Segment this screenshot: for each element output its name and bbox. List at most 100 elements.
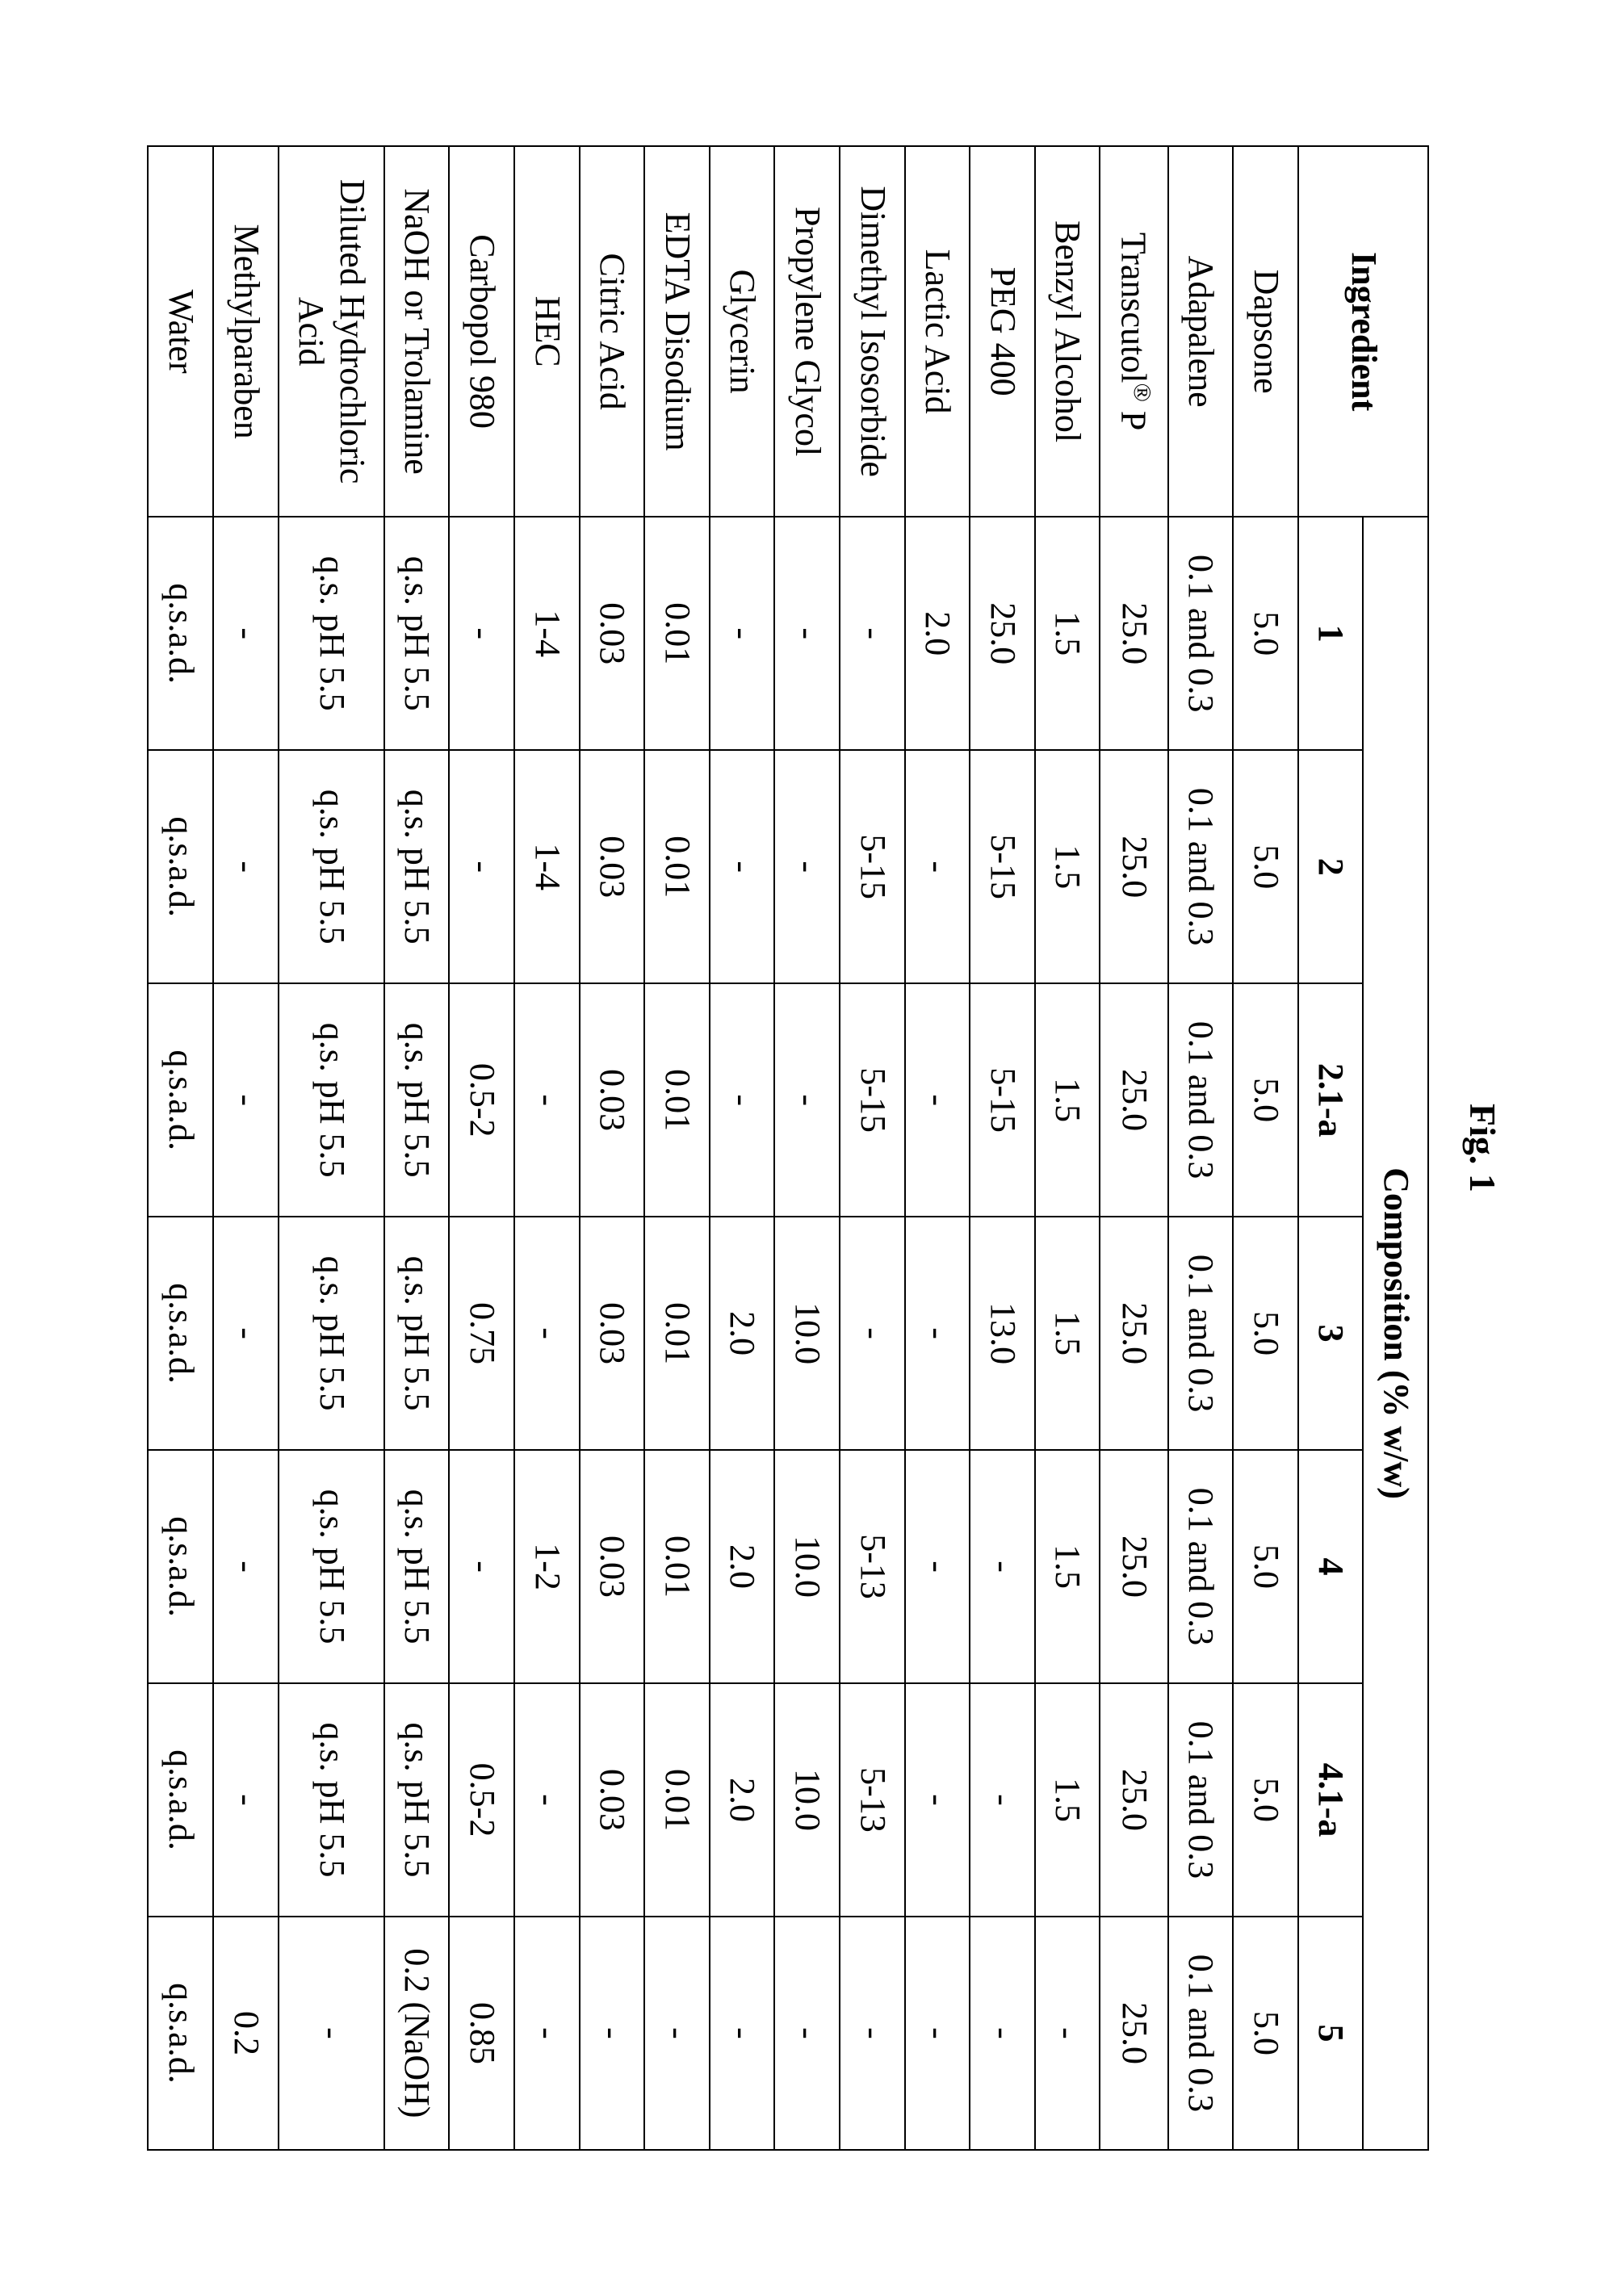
table-cell: -	[449, 1450, 514, 1683]
table-cell: -	[514, 1917, 580, 2150]
ingredient-name: NaOH or Trolamine	[384, 146, 450, 517]
table-cell: q.s.a.d.	[148, 1217, 213, 1450]
table-cell: -	[905, 983, 970, 1217]
table-cell: 5.0	[1233, 517, 1298, 750]
table-cell: -	[710, 517, 775, 750]
table-cell: -	[580, 1917, 645, 2150]
table-cell: q.s.a.d.	[148, 1450, 213, 1683]
ingredient-name: Dapsone	[1233, 146, 1298, 517]
ingredient-name: Citric Acid	[580, 146, 645, 517]
table-cell: -	[774, 750, 840, 983]
composition-table-body: Dapsone5.05.05.05.05.05.05.0Adapalene0.1…	[148, 146, 1297, 2150]
table-cell: -	[213, 1450, 279, 1683]
ingredient-name: Carbopol 980	[449, 146, 514, 517]
table-row: Methylparaben------0.2	[213, 146, 279, 2150]
table-cell: q.s. pH 5.5	[279, 517, 384, 750]
table-row: Dimethyl Isosorbide-5-155-15-5-135-13-	[840, 146, 905, 2150]
table-cell: 0.01	[644, 983, 710, 1217]
table-cell: -	[970, 1917, 1035, 2150]
table-cell: -	[449, 517, 514, 750]
table-row: NaOH or Trolamineq.s. pH 5.5q.s. pH 5.5q…	[384, 146, 450, 2150]
table-cell: 25.0	[1100, 983, 1167, 1217]
table-cell: -	[774, 517, 840, 750]
col-4-1a: 4.1-a	[1298, 1683, 1364, 1917]
ingredient-name: Adapalene	[1168, 146, 1234, 517]
table-cell: q.s. pH 5.5	[384, 983, 450, 1217]
table-cell: -	[905, 1683, 970, 1917]
table-cell: 2.0	[710, 1683, 775, 1917]
table-row: Glycerin---2.02.02.0-	[710, 146, 775, 2150]
table-cell: 0.1 and 0.3	[1168, 1217, 1234, 1450]
ingredient-name: Glycerin	[710, 146, 775, 517]
table-cell: -	[970, 1683, 1035, 1917]
table-cell: 10.0	[774, 1683, 840, 1917]
table-cell: -	[213, 517, 279, 750]
table-cell: -	[449, 750, 514, 983]
table-cell: 0.1 and 0.3	[1168, 750, 1234, 983]
ingredient-name: EDTA Disodium	[644, 146, 710, 517]
table-cell: 0.75	[449, 1217, 514, 1450]
table-row: Citric Acid0.030.030.030.030.030.03-	[580, 146, 645, 2150]
table-cell: q.s.a.d.	[148, 1683, 213, 1917]
table-cell: q.s. pH 5.5	[279, 1450, 384, 1683]
ingredient-name: Water	[148, 146, 213, 517]
col-4: 4	[1298, 1450, 1364, 1683]
table-cell: q.s. pH 5.5	[279, 1217, 384, 1450]
figure-label: Fig. 1	[1461, 145, 1504, 2151]
table-cell: 0.1 and 0.3	[1168, 517, 1234, 750]
table-cell: 5-15	[840, 983, 905, 1217]
ingredient-name: Diluted HydrochloricAcid	[279, 146, 384, 517]
table-cell: q.s. pH 5.5	[279, 983, 384, 1217]
header-ingredient: Ingredient	[1298, 146, 1428, 517]
table-cell: 5.0	[1233, 1683, 1298, 1917]
table-row: Lactic Acid2.0------	[905, 146, 970, 2150]
table-cell: 1-2	[514, 1450, 580, 1683]
table-cell: 0.1 and 0.3	[1168, 1450, 1234, 1683]
table-cell: 0.85	[449, 1917, 514, 2150]
table-cell: -	[213, 1217, 279, 1450]
table-row: Transcutol® P25.025.025.025.025.025.025.…	[1100, 146, 1167, 2150]
table-cell: 0.03	[580, 1450, 645, 1683]
table-cell: 1.5	[1035, 1450, 1100, 1683]
table-cell: 5.0	[1233, 983, 1298, 1217]
table-cell: 0.5-2	[449, 983, 514, 1217]
table-cell: q.s. pH 5.5	[279, 1683, 384, 1917]
table-cell: -	[905, 750, 970, 983]
table-cell: 0.5-2	[449, 1683, 514, 1917]
col-2: 2	[1298, 750, 1364, 983]
table-cell: 2.0	[710, 1450, 775, 1683]
table-cell: 0.03	[580, 1217, 645, 1450]
table-cell: -	[514, 983, 580, 1217]
table-cell: 25.0	[1100, 750, 1167, 983]
table-cell: -	[279, 1917, 384, 2150]
table-cell: -	[905, 1917, 970, 2150]
table-cell: 0.03	[580, 1683, 645, 1917]
table-cell: 0.1 and 0.3	[1168, 1683, 1234, 1917]
table-cell: 0.03	[580, 983, 645, 1217]
ingredient-name: Methylparaben	[213, 146, 279, 517]
table-row: Adapalene0.1 and 0.30.1 and 0.30.1 and 0…	[1168, 146, 1234, 2150]
ingredient-name: Propylene Glycol	[774, 146, 840, 517]
table-cell: -	[213, 1683, 279, 1917]
table-row: Diluted HydrochloricAcidq.s. pH 5.5q.s. …	[279, 146, 384, 2150]
table-cell: 5-13	[840, 1683, 905, 1917]
table-cell: 5-15	[970, 983, 1035, 1217]
table-cell: 0.2	[213, 1917, 279, 2150]
table-cell: 1.5	[1035, 1683, 1100, 1917]
table-cell: -	[905, 1450, 970, 1683]
table-row: Benzyl Alcohol1.51.51.51.51.51.5-	[1035, 146, 1100, 2150]
table-cell: -	[970, 1450, 1035, 1683]
table-row: Waterq.s.a.d.q.s.a.d.q.s.a.d.q.s.a.d.q.s…	[148, 146, 213, 2150]
table-cell: q.s. pH 5.5	[279, 750, 384, 983]
table-cell: -	[905, 1217, 970, 1450]
table-cell: 1-4	[514, 517, 580, 750]
table-cell: 1.5	[1035, 983, 1100, 1217]
table-cell: 25.0	[1100, 1450, 1167, 1683]
table-cell: 0.2 (NaOH)	[384, 1917, 450, 2150]
table-cell: 0.01	[644, 1450, 710, 1683]
table-cell: 5.0	[1233, 1217, 1298, 1450]
table-cell: q.s. pH 5.5	[384, 517, 450, 750]
table-cell: -	[840, 517, 905, 750]
table-cell: -	[644, 1917, 710, 2150]
table-cell: 1.5	[1035, 1217, 1100, 1450]
